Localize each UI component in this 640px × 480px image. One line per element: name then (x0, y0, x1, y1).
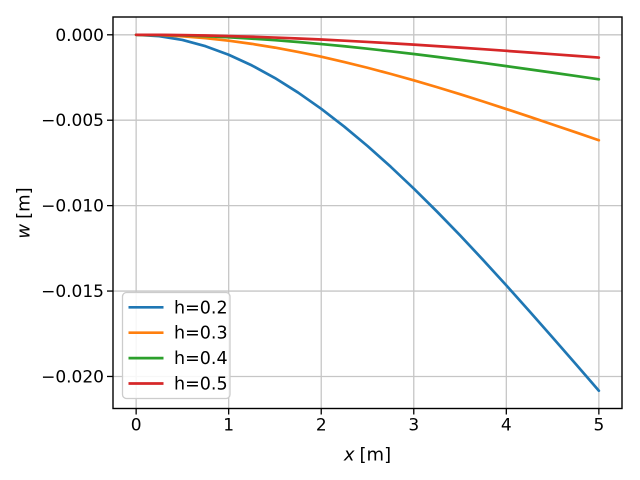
legend-box (121, 291, 231, 400)
curve-h03 (134, 33, 601, 142)
legend: h=0.2 h=0.3 h=0.4 h=0.5 (121, 291, 231, 400)
x-tick-label-1: 1 (223, 416, 234, 436)
axis-ticks (107, 34, 600, 415)
x-axis-label-unit: [m] (360, 445, 392, 466)
legend-label-h04: h=0.4 (174, 349, 228, 369)
y-tick-label-4: −0.020 (41, 367, 104, 387)
y-axis-label-variable: w (14, 224, 35, 239)
legend-label-h02: h=0.2 (174, 298, 228, 318)
x-axis-label-variable: x (343, 445, 355, 466)
y-tick-label-3: −0.015 (41, 282, 104, 302)
x-tick-label-2: 2 (316, 416, 327, 436)
series-curves (134, 33, 601, 393)
legend-label-h03: h=0.3 (174, 324, 228, 344)
y-axis-label-unit: [m] (14, 187, 35, 219)
x-tick-label-5: 5 (593, 416, 604, 436)
tick-labels: 0 1 2 3 4 5 0.000 −0.005 −0.010 −0.015 −0.020 (41, 26, 604, 436)
x-axis-label: x [m] (343, 445, 391, 466)
legend-label-h05: h=0.5 (174, 375, 228, 395)
x-tick-label-4: 4 (501, 416, 512, 436)
x-tick-label-0: 0 (131, 416, 142, 436)
x-tick-label-3: 3 (408, 416, 419, 436)
curve-h05 (134, 33, 601, 59)
curve-h02 (134, 33, 601, 393)
y-tick-label-1: −0.005 (41, 111, 104, 131)
y-tick-label-0: 0.000 (55, 26, 104, 46)
y-axis-label: w [m] (14, 187, 35, 238)
plot-border (112, 16, 623, 410)
y-tick-label-2: −0.010 (41, 197, 104, 217)
